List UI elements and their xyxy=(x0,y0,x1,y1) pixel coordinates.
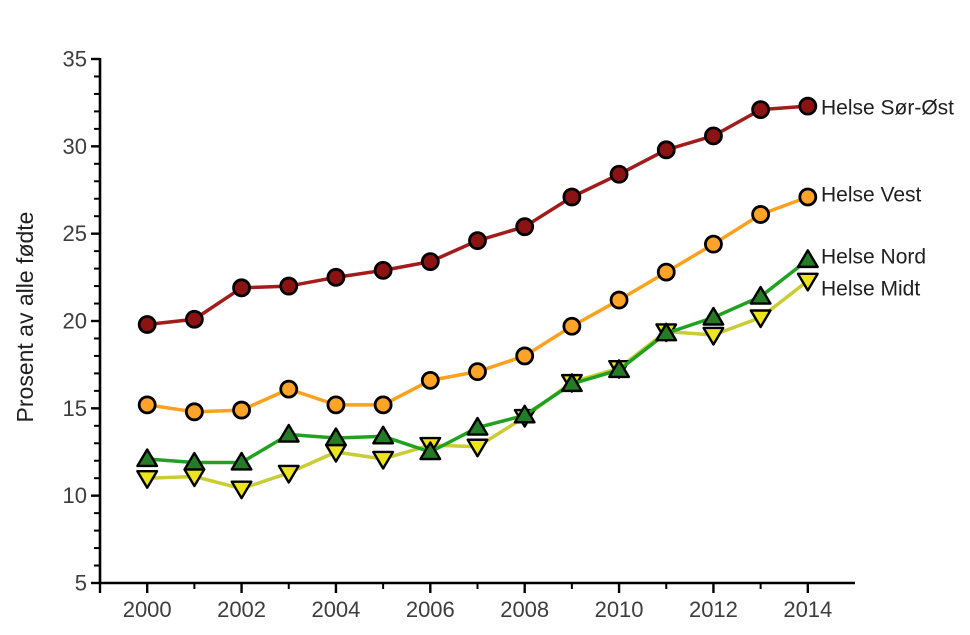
marker-helse-vest xyxy=(468,362,487,382)
marker-helse-vest xyxy=(184,402,204,422)
marker-helse-sor-ost xyxy=(137,315,157,334)
marker-helse-vest xyxy=(798,187,818,207)
marker-helse-sor-ost xyxy=(373,260,393,280)
marker-helse-nord xyxy=(749,285,772,305)
marker-helse-nord xyxy=(466,416,489,436)
marker-helse-midt xyxy=(749,309,772,329)
x-tick-label: 2000 xyxy=(123,597,172,622)
marker-helse-vest xyxy=(751,205,771,224)
marker-helse-nord xyxy=(136,448,159,468)
marker-helse-vest xyxy=(279,379,299,399)
axis-spines xyxy=(98,58,855,585)
marker-helse-vest xyxy=(137,395,157,415)
marker-helse-sor-ost xyxy=(515,217,535,237)
legend-label-helse-vest: Helse Vest xyxy=(821,184,922,207)
marker-helse-sor-ost xyxy=(326,267,346,287)
series-group xyxy=(136,96,819,500)
y-tick-label: 35 xyxy=(63,47,87,72)
series-line-helse-midt xyxy=(145,279,810,491)
marker-helse-nord xyxy=(513,404,536,424)
marker-helse-nord xyxy=(560,373,583,393)
marker-helse-sor-ost xyxy=(562,187,582,207)
legend-label-helse-midt: Helse Midt xyxy=(821,278,920,301)
marker-helse-vest xyxy=(609,290,629,310)
y-axis-title: Prosent av alle fødte xyxy=(12,212,38,423)
marker-helse-sor-ost xyxy=(184,309,204,329)
marker-helse-sor-ost xyxy=(232,278,251,298)
x-tick-label: 2010 xyxy=(595,597,644,622)
x-tick-label: 2014 xyxy=(783,597,832,622)
marker-helse-sor-ost xyxy=(704,126,723,146)
marker-helse-sor-ost xyxy=(656,140,676,160)
marker-helse-nord xyxy=(702,306,725,326)
marker-helse-nord xyxy=(372,425,395,445)
marker-helse-midt xyxy=(136,470,159,489)
marker-helse-nord xyxy=(277,423,300,443)
marker-helse-sor-ost xyxy=(468,231,487,251)
marker-helse-nord xyxy=(183,451,206,471)
legend-label-helse-sor-ost: Helse Sør-Øst xyxy=(821,97,954,120)
y-tick-label: 25 xyxy=(63,221,87,246)
y-tick-label: 30 xyxy=(63,134,87,159)
y-tick-label: 20 xyxy=(63,309,87,334)
marker-helse-sor-ost xyxy=(798,96,818,116)
marker-helse-vest xyxy=(420,370,440,390)
legend-label-helse-nord: Helse Nord xyxy=(821,246,926,269)
x-tick-label: 2006 xyxy=(406,597,455,622)
marker-helse-sor-ost xyxy=(420,252,440,272)
marker-helse-midt xyxy=(702,326,725,346)
marker-helse-vest xyxy=(562,316,582,336)
marker-helse-sor-ost xyxy=(279,276,299,296)
marker-helse-nord xyxy=(230,451,253,471)
marker-helse-vest xyxy=(232,400,251,420)
marker-helse-midt xyxy=(372,450,395,470)
marker-helse-vest xyxy=(326,395,346,415)
marker-helse-vest xyxy=(704,234,723,254)
x-tick-label: 2004 xyxy=(311,597,360,622)
marker-helse-sor-ost xyxy=(751,100,771,120)
y-tick-label: 15 xyxy=(63,396,87,421)
x-tick-label: 2008 xyxy=(500,597,549,622)
marker-helse-vest xyxy=(373,395,393,415)
marker-helse-nord xyxy=(655,322,678,342)
legend-labels: Helse Sør-Øst Helse Vest Helse Nord Helse M… xyxy=(821,97,954,301)
marker-helse-midt xyxy=(466,438,489,458)
x-tick-label: 2002 xyxy=(217,597,266,622)
marker-helse-midt xyxy=(277,464,300,484)
marker-helse-nord xyxy=(419,441,442,461)
marker-helse-sor-ost xyxy=(609,164,629,184)
y-tick-label: 5 xyxy=(75,571,87,596)
marker-helse-midt xyxy=(230,480,253,500)
marker-helse-midt xyxy=(796,272,819,292)
series-helse-sor-ost xyxy=(137,96,818,334)
y-tick-label: 10 xyxy=(63,483,87,508)
series-helse-vest xyxy=(137,187,818,422)
marker-helse-nord xyxy=(796,249,819,269)
marker-helse-nord xyxy=(324,427,347,447)
x-tick-label: 2012 xyxy=(689,597,738,622)
series-helse-nord xyxy=(136,249,819,471)
marker-helse-nord xyxy=(608,359,631,379)
marker-helse-vest xyxy=(656,262,676,282)
marker-helse-vest xyxy=(515,346,535,366)
axes: 5 10 15 20 25 30 35 2000 2002 2004 2006 2008 2010 201… xyxy=(63,47,855,622)
